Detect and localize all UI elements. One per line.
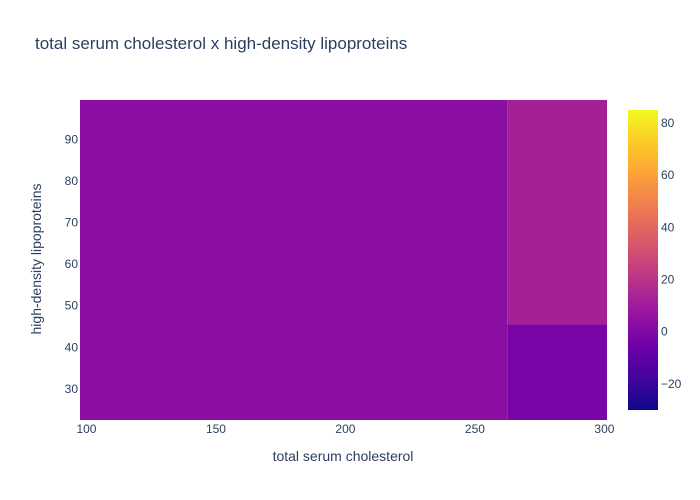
colorbar-ticks: −20 0 20 40 60 80 <box>661 116 682 391</box>
colorbar-tick-label: −20 <box>661 377 682 391</box>
colorbar-tick-label: 80 <box>661 116 675 130</box>
colorbar-tick-label: 40 <box>661 220 675 234</box>
heatmap-cells <box>80 100 607 420</box>
colorbar-tick-label: 0 <box>661 325 668 339</box>
x-axis-ticks: 100 150 200 250 300 <box>76 422 614 436</box>
x-axis-label: total serum cholesterol <box>273 448 414 464</box>
colorbar-tick-label: 60 <box>661 168 675 182</box>
y-tick-label: 40 <box>65 340 79 354</box>
heatmap-cell <box>80 100 508 420</box>
y-tick-label: 60 <box>65 257 79 271</box>
x-tick-label: 100 <box>76 422 96 436</box>
colorbar-tick-label: 20 <box>661 273 675 287</box>
y-tick-label: 90 <box>65 132 79 146</box>
heatmap-cell <box>507 100 607 325</box>
heatmap-cell <box>507 324 607 420</box>
x-tick-label: 250 <box>465 422 485 436</box>
y-tick-label: 70 <box>65 216 79 230</box>
x-tick-label: 150 <box>206 422 226 436</box>
x-tick-label: 200 <box>335 422 355 436</box>
x-tick-label: 300 <box>594 422 614 436</box>
y-tick-label: 50 <box>65 299 79 313</box>
y-tick-label: 80 <box>65 174 79 188</box>
chart-title: total serum cholesterol x high-density l… <box>35 34 408 53</box>
colorbar <box>628 110 658 410</box>
y-axis-ticks: 30 40 50 60 70 80 90 <box>65 132 79 395</box>
y-axis-label: high-density lipoproteins <box>28 184 44 335</box>
y-tick-label: 30 <box>65 382 79 396</box>
